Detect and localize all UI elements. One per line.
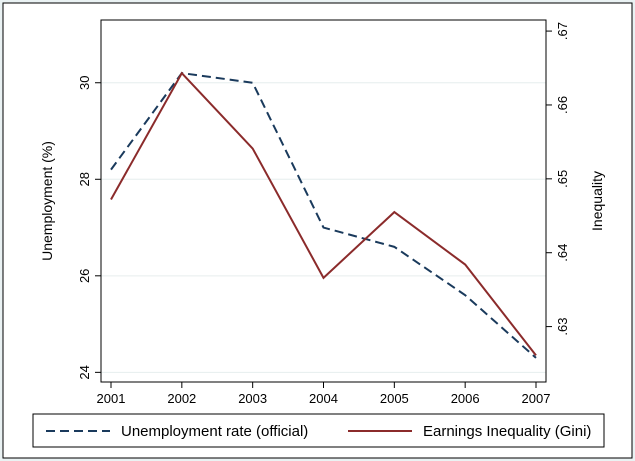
y-tick-label-2: 28 <box>77 172 92 186</box>
x-tick-label-4: 2005 <box>380 391 409 406</box>
x-tick-label-6: 2007 <box>522 391 551 406</box>
series-line-inequality <box>110 71 537 357</box>
y-tick-label-3: 30 <box>77 76 92 90</box>
y2-axis-title: Inequality <box>589 171 605 231</box>
y2-tick-label-1: .64 <box>555 244 570 262</box>
y2-tick-label-0: .63 <box>555 318 570 336</box>
legend-box <box>32 413 605 448</box>
x-tick-label-2: 2003 <box>238 391 267 406</box>
y2-tick-label-3: .66 <box>555 96 570 114</box>
y2-tick-label-2: .65 <box>555 170 570 188</box>
legend: Unemployment rate (official) Earnings In… <box>32 413 605 448</box>
y2-tick-label-4: .67 <box>555 22 570 40</box>
legend-label-unemployment: Unemployment rate (official) <box>121 423 308 440</box>
y-axis-title: Unemployment (%) <box>39 141 55 261</box>
left-y-axis: 24 26 28 30 <box>77 76 101 380</box>
legend-label-inequality: Earnings Inequality (Gini) <box>423 423 591 440</box>
x-tick-label-3: 2004 <box>309 391 338 406</box>
x-tick-label-1: 2002 <box>167 391 196 406</box>
right-y-axis: .63 .64 .65 .66 .67 <box>546 22 570 336</box>
x-tick-label-0: 2001 <box>97 391 126 406</box>
x-tick-label-5: 2006 <box>451 391 480 406</box>
x-axis: 2001 2002 2003 2004 2005 2006 2007 <box>97 382 551 406</box>
y-tick-label-0: 24 <box>77 365 92 379</box>
y-tick-label-1: 26 <box>77 269 92 283</box>
series-group <box>110 71 537 359</box>
